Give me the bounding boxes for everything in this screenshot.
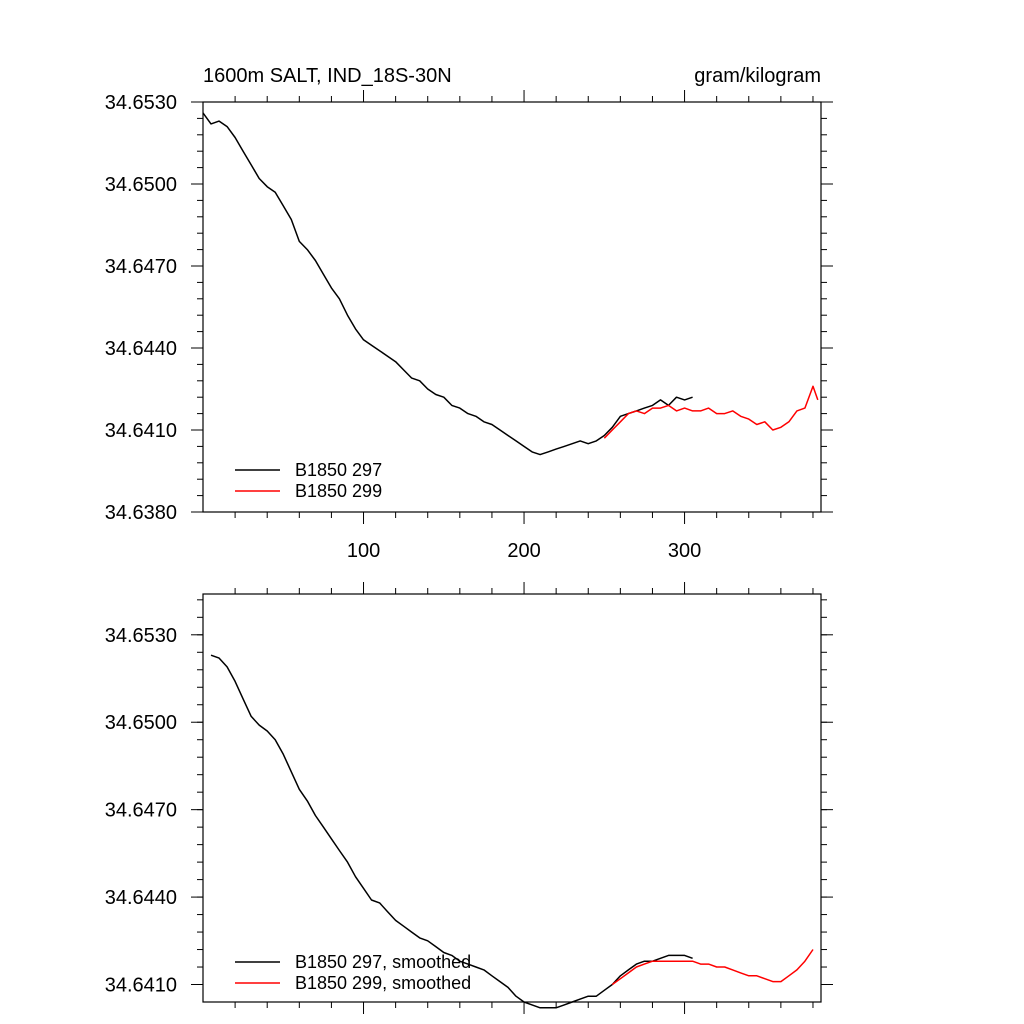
y-tick-label: 34.6440 bbox=[105, 338, 177, 360]
series-line-b1850-299 bbox=[603, 385, 819, 439]
legend-label-b1850-297-smoothed: B1850 297, smoothed bbox=[295, 952, 471, 972]
bottom-plot-frame bbox=[202, 593, 822, 1003]
y-tick-label: 34.6530 bbox=[105, 92, 177, 114]
top-series-lines bbox=[202, 112, 819, 456]
bottom-axes-ticks: 34.6410 34.6440 34.6470 34.6500 34.6530 bbox=[105, 582, 833, 1014]
x-tick-label: 200 bbox=[507, 540, 540, 562]
y-tick-label: 34.6380 bbox=[105, 502, 177, 524]
x-tick-label: 100 bbox=[347, 540, 380, 562]
series-line-b1850-297 bbox=[202, 112, 693, 456]
bottom-legend: B1850 297, smoothed B1850 299, smoothed bbox=[235, 952, 471, 993]
x-tick-label: 300 bbox=[668, 540, 701, 562]
y-tick-label: 34.6500 bbox=[105, 174, 177, 196]
series-line-b1850-299-smoothed bbox=[611, 949, 814, 986]
top-axes-ticks: 34.6380 34.6410 34.6440 34.6470 34.6500 34.65… bbox=[105, 90, 833, 562]
top-legend: B1850 297 B1850 299 bbox=[235, 460, 382, 501]
y-tick-label: 34.6470 bbox=[105, 256, 177, 278]
legend-label-b1850-299: B1850 299 bbox=[295, 481, 382, 501]
legend-label-b1850-299-smoothed: B1850 299, smoothed bbox=[295, 973, 471, 993]
y-tick-label: 34.6440 bbox=[105, 887, 177, 909]
y-tick-label: 34.6500 bbox=[105, 712, 177, 734]
y-tick-label: 34.6470 bbox=[105, 800, 177, 822]
y-tick-label: 34.6530 bbox=[105, 625, 177, 647]
top-plot-frame bbox=[202, 101, 822, 513]
y-tick-label: 34.6410 bbox=[105, 975, 177, 997]
units-label: gram/kilogram bbox=[694, 65, 821, 87]
chart-title: 1600m SALT, IND_18S-30N bbox=[203, 65, 452, 87]
bottom-series-lines bbox=[210, 654, 814, 1009]
legend-label-b1850-297: B1850 297 bbox=[295, 460, 382, 480]
top-panel: 1600m SALT, IND_18S-30N gram/kilogram 34… bbox=[105, 65, 833, 562]
y-tick-label: 34.6410 bbox=[105, 420, 177, 442]
bottom-panel: 34.6410 34.6440 34.6470 34.6500 34.6530 B185… bbox=[105, 582, 833, 1014]
